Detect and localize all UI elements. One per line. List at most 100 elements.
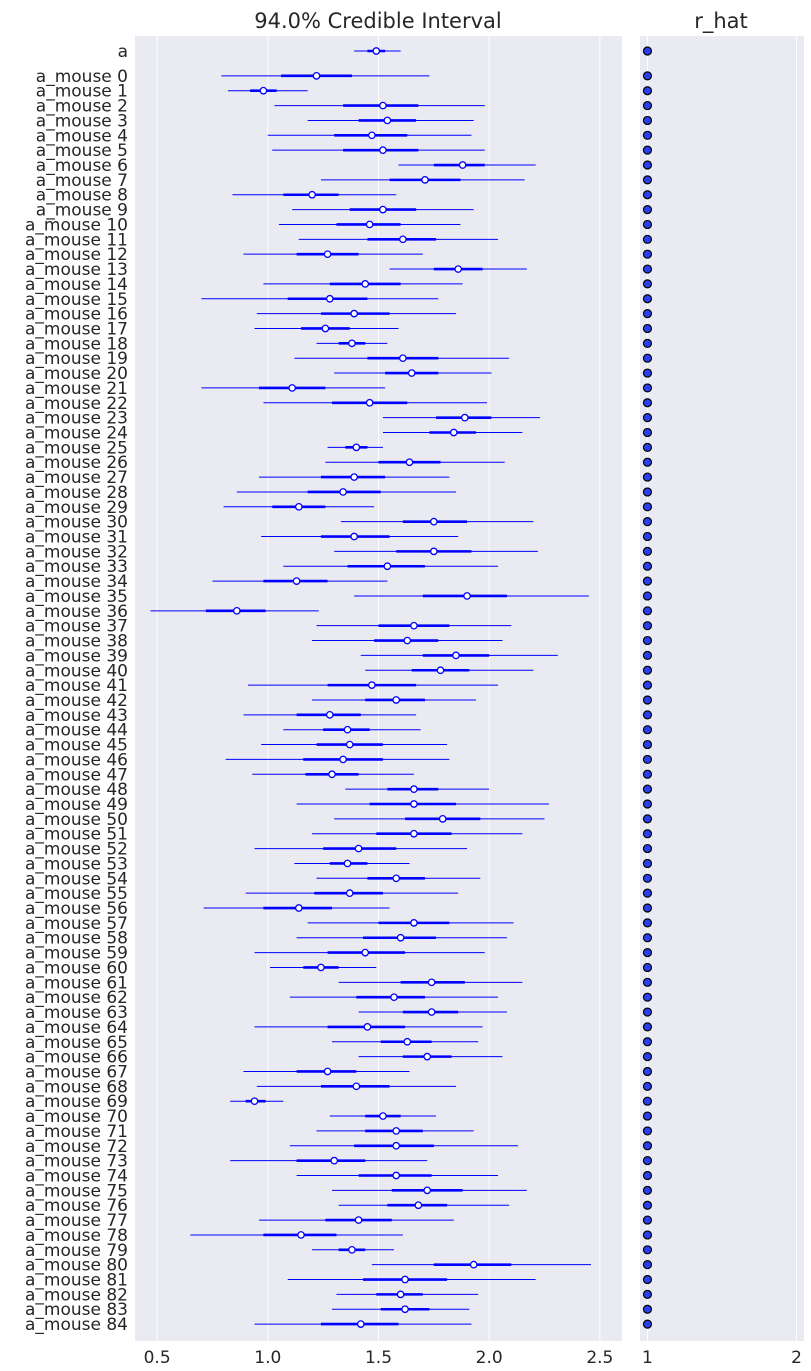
median-point [396,1290,405,1299]
parameter-label: a_mouse 82 [25,1285,128,1305]
median-point [321,324,330,333]
parameter-label: a_mouse 21 [25,379,128,399]
parameter-label: a_mouse 55 [25,884,128,904]
parameter-label: a_mouse 15 [25,290,128,310]
median-point [383,116,392,125]
median-point [460,413,469,422]
parameter-label: a_mouse 20 [25,364,128,384]
parameter-label: a [118,42,128,62]
parameter-label: a_mouse 70 [25,1107,128,1127]
r-hat-point [642,843,653,854]
median-point [396,933,405,942]
median-point [403,1037,412,1046]
parameter-label: a_mouse 75 [25,1181,128,1201]
r-hat-point [642,86,653,96]
r-hat-point [642,368,653,378]
parameter-label: a_mouse 22 [25,394,128,414]
x-tick-label: 1.0 [254,1348,281,1368]
parameter-label: a_mouse 17 [25,319,128,339]
r-hat-point [642,249,653,259]
r-hat-point [642,264,653,274]
r-hat-point [642,279,653,289]
parameter-label: a_mouse 40 [25,661,128,681]
median-point [352,443,361,452]
r-hat-point [642,1304,653,1314]
parameter-label: a_mouse 49 [25,795,128,815]
median-point [354,1216,363,1224]
r-hat-point [642,338,653,348]
credible-interval-x-ticks: 0.5 1.0 1.5 2.0 2.5 [144,1348,614,1368]
parameter-label: a_mouse 83 [25,1300,128,1320]
r-hat-x-tick-label: 1 [642,1348,653,1368]
parameter-label: a_mouse 32 [25,542,128,562]
parameter-label: a_mouse 67 [25,1062,128,1082]
median-point [392,1141,401,1150]
median-point [410,829,418,838]
parameter-label: a_mouse 66 [25,1048,128,1068]
parameter-label: a_mouse 60 [25,958,128,978]
parameter-label: a_mouse 5 [36,141,128,161]
median-point [383,562,392,571]
median-point [308,190,316,199]
parameter-label: a_mouse 68 [25,1077,128,1097]
median-point [423,1186,432,1195]
r-hat-point [642,888,653,898]
r-hat-point [642,725,653,735]
median-point [390,993,398,1002]
r-hat-point [642,1037,653,1047]
median-point [410,785,418,793]
median-point [421,176,429,184]
parameter-label: a_mouse 73 [25,1152,128,1172]
parameter-label: a_mouse 54 [25,869,128,889]
median-point [379,146,387,155]
r-hat-point [642,219,653,230]
median-point [294,502,303,511]
median-point [328,770,336,779]
r-hat-point [642,1319,653,1329]
r-hat-point [642,799,653,809]
parameter-label: a_mouse 53 [25,854,128,874]
r-hat-point [642,145,653,155]
r-hat-point [642,695,653,705]
median-point [365,398,374,407]
parameter-label: a_mouse 11 [25,230,128,250]
r-hat-point [642,442,653,452]
parameter-label: a_mouse 38 [25,632,128,652]
r-hat-point [642,190,653,200]
r-hat-point [642,591,653,601]
parameter-label: a_mouse 4 [36,126,128,146]
median-point [354,844,363,853]
parameter-label: a_mouse 19 [25,349,128,369]
r-hat-point [642,1274,653,1285]
parameter-label: a_mouse 62 [25,988,128,1008]
median-point [361,280,370,288]
r-hat-point [642,294,653,304]
r-hat-point [642,1022,653,1032]
median-point [405,458,414,467]
r-hat-point [642,398,653,408]
r-hat-point [642,1141,653,1151]
median-point [345,740,354,749]
r-hat-point [642,1245,653,1255]
r-hat-point [642,650,653,661]
r-hat-point [642,769,653,779]
parameter-label: a_mouse 56 [25,899,128,919]
r-hat-point [642,427,653,438]
median-point [438,815,447,823]
median-point [372,47,381,55]
parameter-label: a_mouse 18 [25,334,128,354]
r-hat-point [642,517,653,527]
median-point [325,710,334,719]
parameter-label: a_mouse 46 [25,750,128,770]
parameter-label: a_mouse 59 [25,944,128,964]
credible-interval-marks [150,47,592,1328]
median-point [361,948,370,957]
parameter-label: a_mouse 28 [25,483,128,503]
r-hat-plot-area [640,36,804,1341]
parameter-label: a_mouse 12 [25,245,128,265]
r-hat-point [642,1170,653,1181]
x-tick-label: 0.5 [144,1348,171,1368]
r-hat-point [642,1066,653,1077]
r-hat-point [642,1200,653,1210]
median-point [454,265,463,273]
